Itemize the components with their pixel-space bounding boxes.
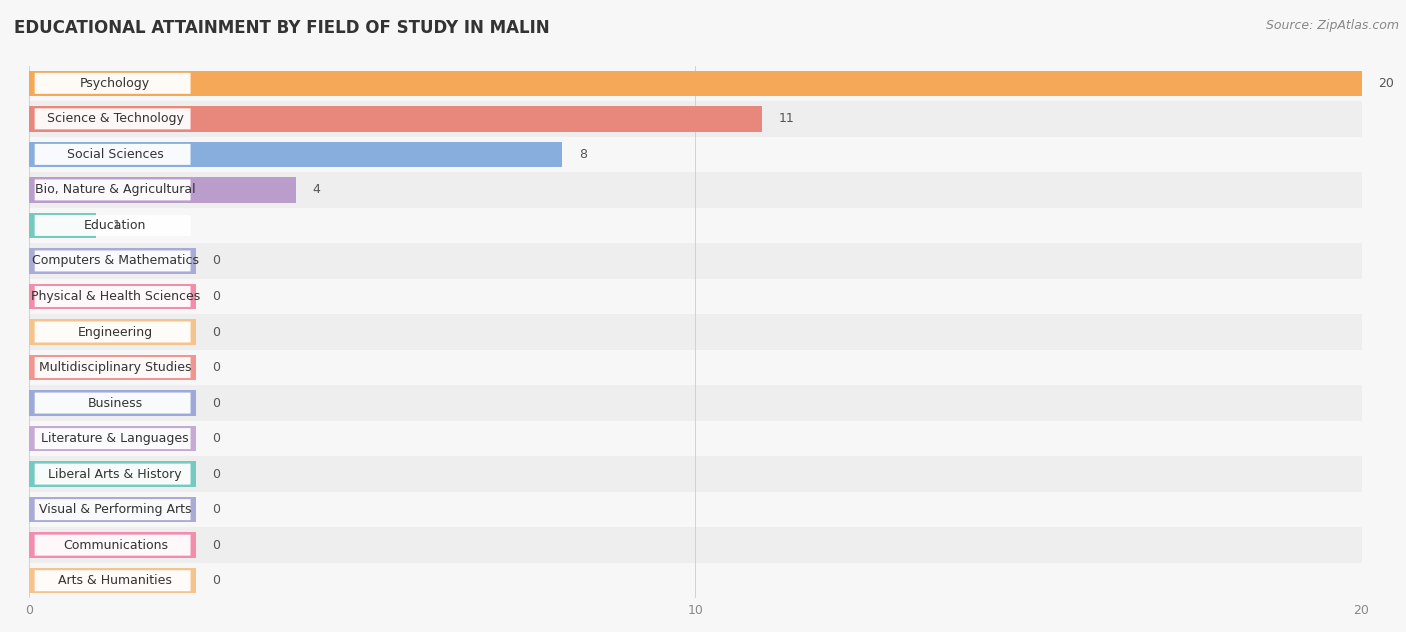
Bar	[30, 284, 195, 309]
Text: 0: 0	[212, 396, 221, 410]
Bar	[30, 497, 195, 523]
Text: Business: Business	[87, 396, 143, 410]
FancyBboxPatch shape	[35, 286, 191, 307]
Text: 4: 4	[312, 183, 321, 197]
FancyBboxPatch shape	[35, 428, 191, 449]
Bar	[30, 391, 195, 416]
Bar	[30, 106, 762, 131]
Bar	[30, 421, 1361, 456]
Bar	[30, 137, 1361, 172]
Text: EDUCATIONAL ATTAINMENT BY FIELD OF STUDY IN MALIN: EDUCATIONAL ATTAINMENT BY FIELD OF STUDY…	[14, 19, 550, 37]
Text: Psychology: Psychology	[80, 77, 150, 90]
FancyBboxPatch shape	[35, 179, 191, 200]
FancyBboxPatch shape	[35, 535, 191, 556]
Text: Science & Technology: Science & Technology	[46, 112, 184, 125]
Bar	[30, 248, 195, 274]
Bar	[30, 568, 195, 593]
FancyBboxPatch shape	[35, 357, 191, 378]
Text: Physical & Health Sciences: Physical & Health Sciences	[31, 290, 200, 303]
Bar	[30, 101, 1361, 137]
Text: Liberal Arts & History: Liberal Arts & History	[48, 468, 183, 480]
Text: Engineering: Engineering	[77, 325, 153, 339]
Text: Source: ZipAtlas.com: Source: ZipAtlas.com	[1265, 19, 1399, 32]
Bar	[30, 355, 195, 380]
Bar	[30, 386, 1361, 421]
Text: 1: 1	[112, 219, 121, 232]
Bar	[30, 532, 195, 558]
Bar	[30, 177, 295, 203]
Bar	[30, 66, 1361, 101]
Text: 0: 0	[212, 432, 221, 445]
Bar	[30, 212, 96, 238]
Bar	[30, 349, 1361, 386]
Bar	[30, 142, 562, 167]
FancyBboxPatch shape	[35, 108, 191, 130]
Text: 0: 0	[212, 468, 221, 480]
FancyBboxPatch shape	[35, 144, 191, 165]
Bar	[30, 208, 1361, 243]
Text: 0: 0	[212, 290, 221, 303]
Bar	[30, 319, 195, 345]
Text: 0: 0	[212, 503, 221, 516]
Bar	[30, 279, 1361, 314]
FancyBboxPatch shape	[35, 392, 191, 413]
Text: 20: 20	[1378, 77, 1393, 90]
FancyBboxPatch shape	[35, 322, 191, 343]
Text: Literature & Languages: Literature & Languages	[41, 432, 188, 445]
FancyBboxPatch shape	[35, 215, 191, 236]
Text: 0: 0	[212, 361, 221, 374]
Text: Visual & Performing Arts: Visual & Performing Arts	[39, 503, 191, 516]
Bar	[30, 563, 1361, 599]
Text: 8: 8	[579, 148, 586, 161]
Bar	[30, 527, 1361, 563]
FancyBboxPatch shape	[35, 250, 191, 271]
Bar	[30, 461, 195, 487]
FancyBboxPatch shape	[35, 570, 191, 591]
FancyBboxPatch shape	[35, 73, 191, 94]
FancyBboxPatch shape	[35, 499, 191, 520]
Text: 11: 11	[779, 112, 794, 125]
Text: Computers & Mathematics: Computers & Mathematics	[32, 255, 198, 267]
Bar	[30, 426, 195, 451]
Bar	[30, 314, 1361, 349]
Bar	[30, 492, 1361, 527]
Text: 0: 0	[212, 325, 221, 339]
Text: Social Sciences: Social Sciences	[67, 148, 163, 161]
Bar	[30, 456, 1361, 492]
Text: Bio, Nature & Agricultural: Bio, Nature & Agricultural	[35, 183, 195, 197]
FancyBboxPatch shape	[35, 464, 191, 485]
Text: 0: 0	[212, 574, 221, 587]
Text: Education: Education	[84, 219, 146, 232]
Bar	[30, 71, 1361, 96]
Text: Multidisciplinary Studies: Multidisciplinary Studies	[39, 361, 191, 374]
Text: 0: 0	[212, 255, 221, 267]
Bar	[30, 172, 1361, 208]
Text: 0: 0	[212, 538, 221, 552]
Bar	[30, 243, 1361, 279]
Text: Arts & Humanities: Arts & Humanities	[58, 574, 172, 587]
Text: Communications: Communications	[63, 538, 167, 552]
